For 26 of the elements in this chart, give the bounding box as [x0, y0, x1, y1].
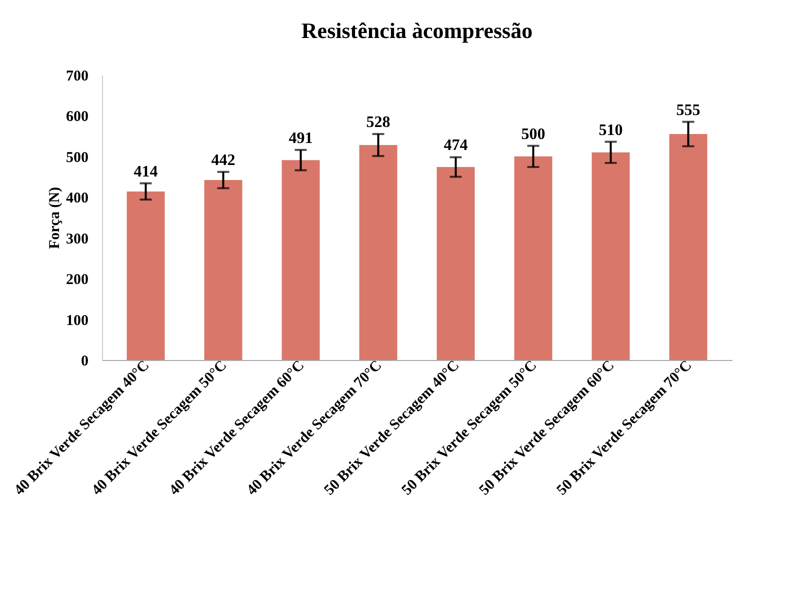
bar — [204, 180, 242, 360]
bar — [282, 160, 320, 360]
chart-title: Resistência àcompressão — [301, 18, 533, 43]
data-label: 510 — [598, 122, 623, 139]
y-tick-label: 100 — [66, 312, 88, 329]
y-tick-label: 600 — [66, 109, 88, 126]
bar — [514, 156, 552, 360]
y-tick-label: 200 — [66, 272, 88, 288]
y-tick-label: 300 — [66, 231, 88, 248]
data-label: 555 — [676, 102, 700, 119]
data-label: 500 — [521, 126, 546, 143]
bar — [359, 145, 398, 360]
y-tick-label: 0 — [81, 354, 88, 370]
data-label: 442 — [211, 152, 236, 169]
data-label: 474 — [444, 137, 468, 154]
y-tick-label: 700 — [66, 68, 88, 84]
y-tick-label: 400 — [66, 190, 88, 207]
bar — [126, 191, 165, 360]
data-label: 528 — [366, 114, 390, 132]
y-axis-title: Força (N) — [47, 186, 63, 250]
y-tick-label: 500 — [66, 150, 88, 166]
data-label: 491 — [288, 130, 313, 147]
data-label: 414 — [134, 163, 158, 180]
bar — [436, 167, 475, 360]
bar — [669, 134, 708, 360]
bar — [592, 152, 630, 360]
